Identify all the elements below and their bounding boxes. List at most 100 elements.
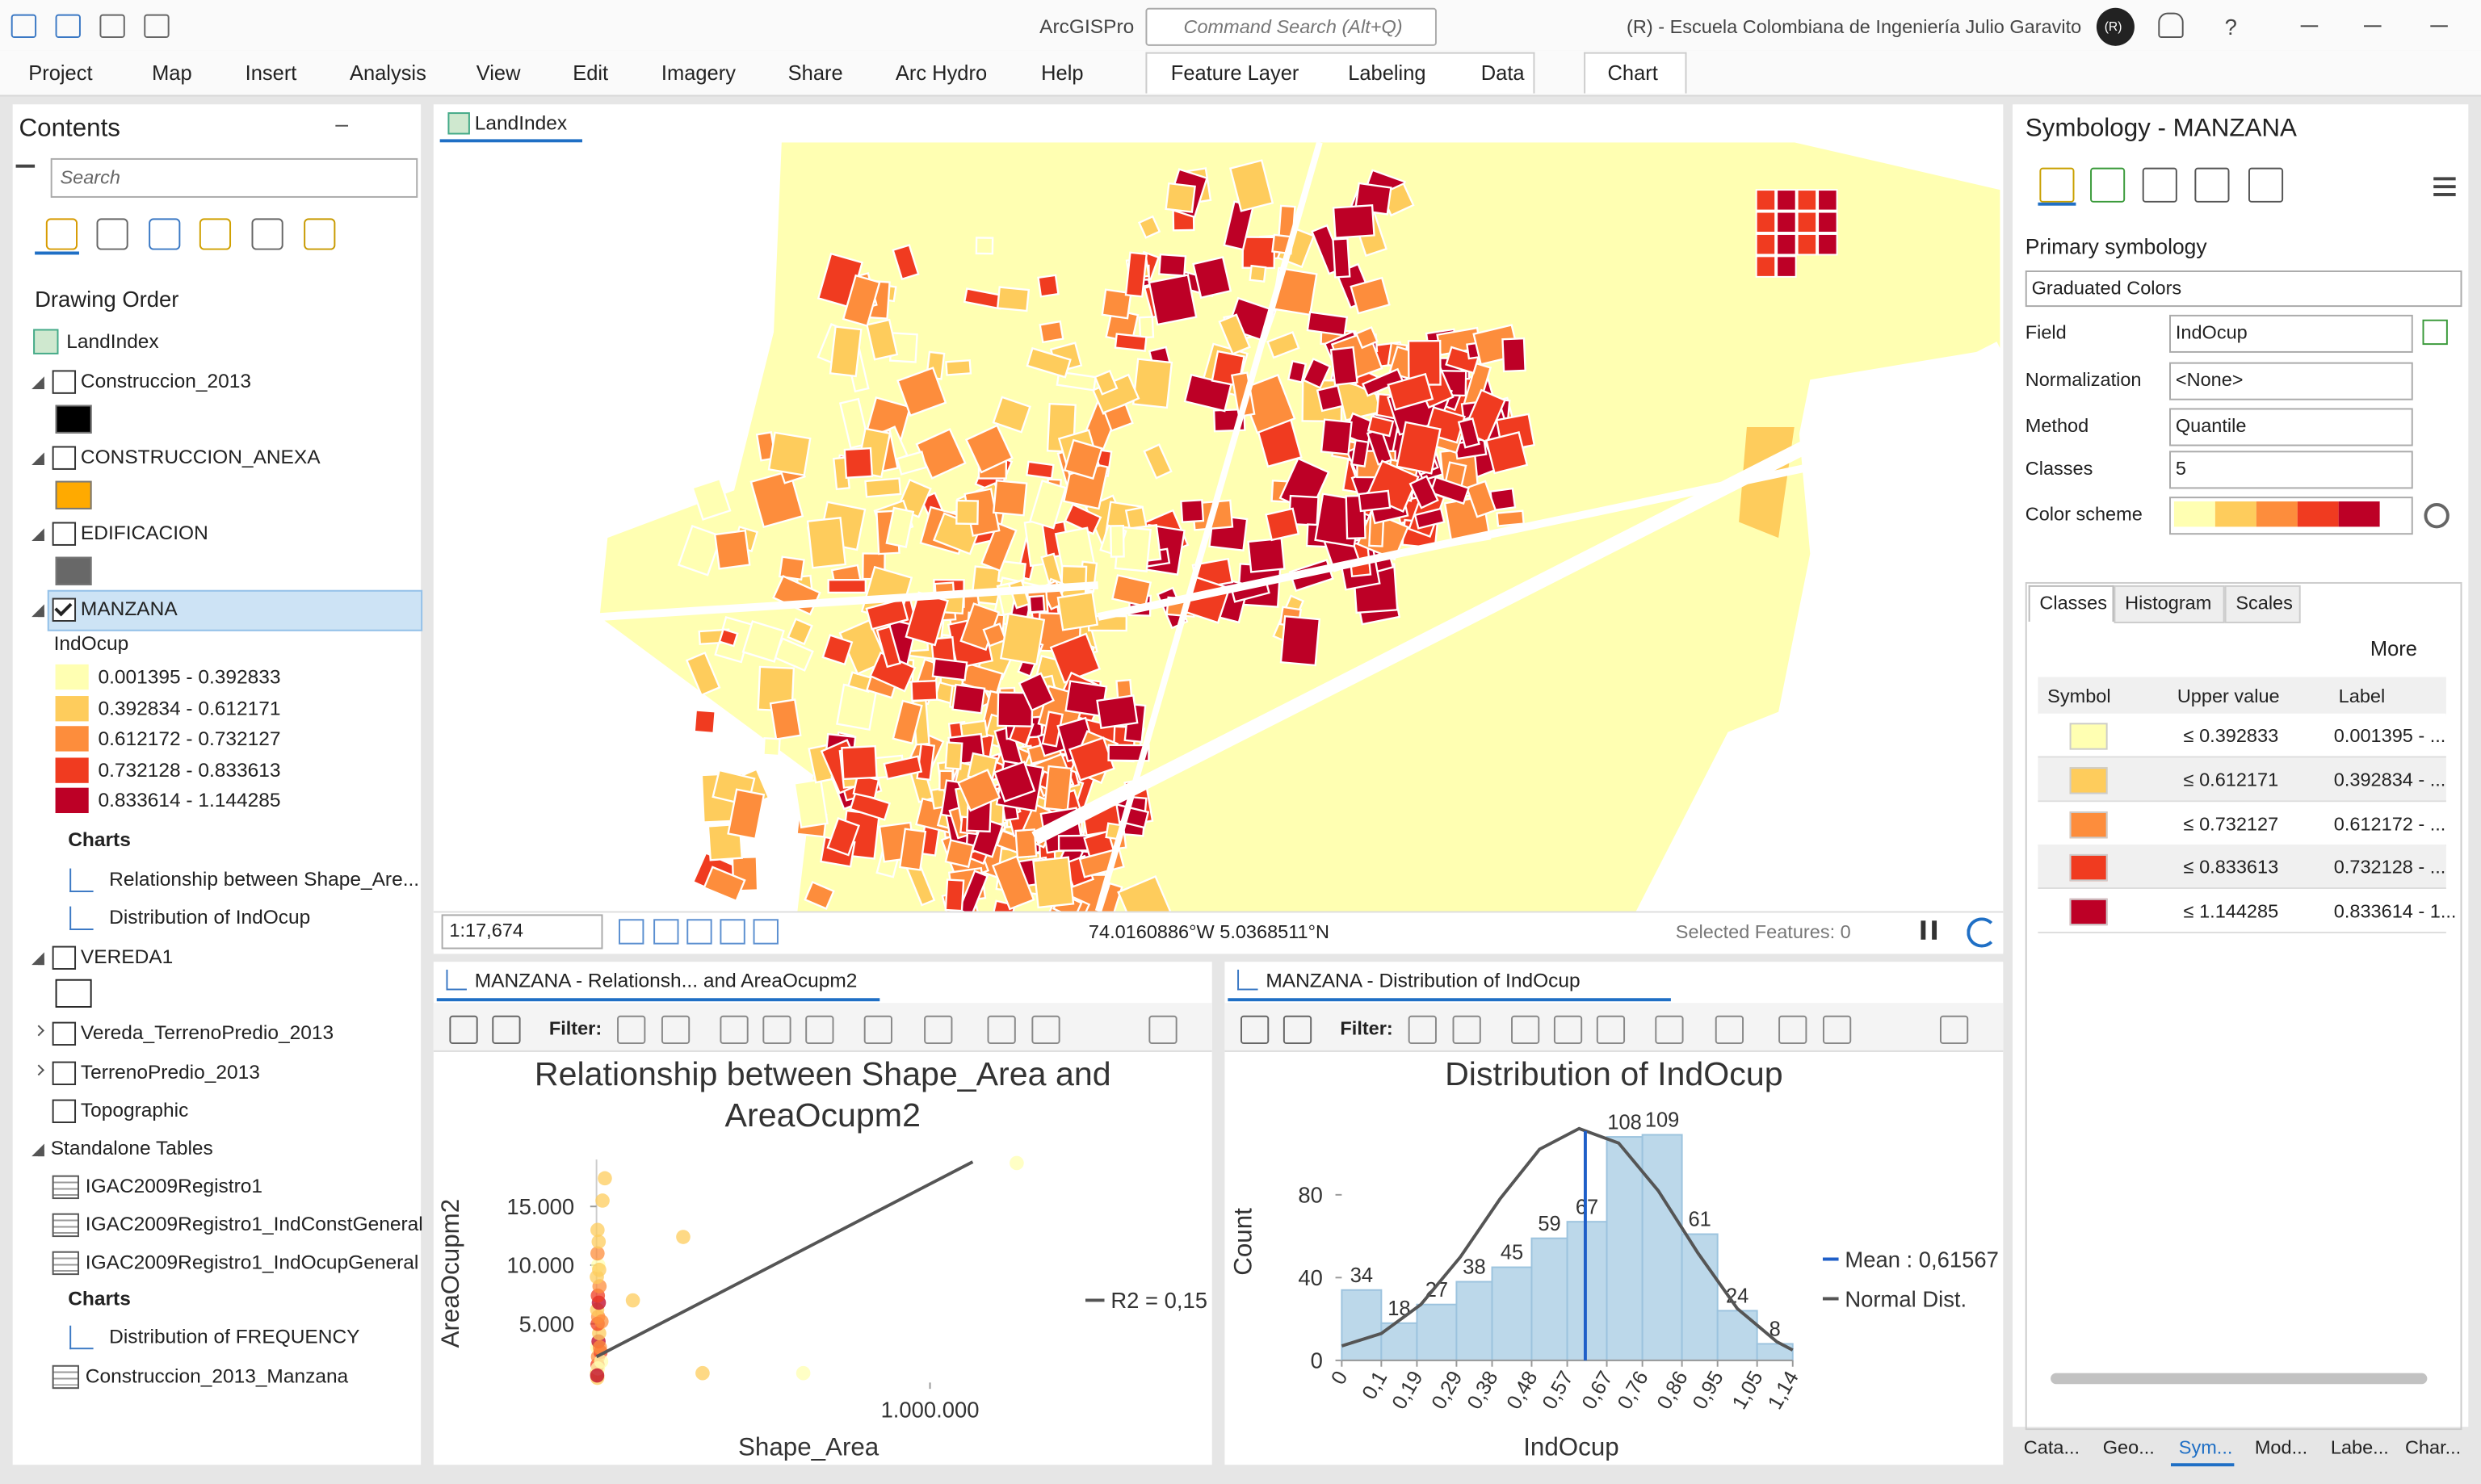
pause-bar[interactable] bbox=[1932, 920, 1937, 940]
chart-tool[interactable] bbox=[1939, 1015, 1969, 1045]
expand-toggle[interactable] bbox=[31, 1143, 44, 1157]
ribbon-tab[interactable]: View bbox=[476, 61, 521, 85]
ribbon-tab[interactable]: Analysis bbox=[349, 61, 426, 85]
chart-tool[interactable] bbox=[617, 1015, 646, 1045]
dock-tab[interactable]: Labe... bbox=[2330, 1436, 2389, 1459]
contextual-tab[interactable]: Chart bbox=[1607, 61, 1658, 85]
contextual-tab[interactable]: Labeling bbox=[1348, 61, 1426, 85]
chart-tool[interactable] bbox=[661, 1015, 691, 1045]
chart-tool[interactable] bbox=[1511, 1015, 1540, 1045]
checkbox[interactable] bbox=[52, 1060, 77, 1085]
chart-tool[interactable] bbox=[1240, 1015, 1270, 1045]
renderer-dropdown[interactable] bbox=[2025, 270, 2462, 308]
ribbon-tab[interactable]: Insert bbox=[245, 61, 297, 85]
chart-tool[interactable] bbox=[1655, 1015, 1684, 1045]
notifications-icon[interactable] bbox=[2158, 12, 2184, 39]
hamburger-line[interactable] bbox=[2433, 193, 2456, 196]
checkbox[interactable] bbox=[52, 1021, 77, 1046]
chart-tool[interactable] bbox=[1553, 1015, 1583, 1045]
chart-tool[interactable] bbox=[1778, 1015, 1807, 1045]
dock-tab[interactable]: Geo... bbox=[2102, 1436, 2155, 1459]
quick-access-icon[interactable] bbox=[55, 14, 81, 39]
ribbon-tab[interactable]: Imagery bbox=[661, 61, 736, 85]
contextual-tab[interactable]: Data bbox=[1480, 61, 1525, 85]
map-tool[interactable] bbox=[753, 919, 779, 945]
chart-tool[interactable] bbox=[805, 1015, 834, 1045]
chart-tool[interactable] bbox=[863, 1015, 892, 1045]
chart-tab[interactable] bbox=[1228, 963, 1671, 1002]
ribbon-tab[interactable]: Edit bbox=[573, 61, 609, 85]
chart-tool[interactable] bbox=[1452, 1015, 1481, 1045]
pane-menu[interactable] bbox=[335, 124, 349, 135]
dock-tab[interactable]: Char... bbox=[2404, 1436, 2462, 1459]
field-dropdown[interactable] bbox=[2169, 314, 2413, 353]
contents-tool[interactable] bbox=[251, 218, 283, 250]
symbology-tool[interactable] bbox=[2194, 167, 2230, 203]
symbology-tab-label[interactable]: Classes bbox=[2039, 591, 2108, 614]
symbology-tool[interactable] bbox=[2142, 167, 2177, 203]
layer-name[interactable]: VEREDA1 bbox=[80, 945, 174, 969]
field-dropdown[interactable] bbox=[2169, 451, 2413, 489]
scale-box[interactable] bbox=[441, 914, 603, 950]
symbology-tab[interactable] bbox=[2114, 585, 2225, 623]
chart-tool[interactable] bbox=[1282, 1015, 1312, 1045]
symbology-tool[interactable] bbox=[2039, 167, 2075, 203]
layer-name[interactable]: CONSTRUCCION_ANEXA bbox=[80, 446, 321, 468]
dock-tab[interactable]: Mod... bbox=[2254, 1436, 2308, 1459]
symbology-tab[interactable] bbox=[2224, 585, 2301, 623]
refresh-icon[interactable] bbox=[1967, 917, 1997, 948]
dock-tab[interactable]: Sym... bbox=[2178, 1436, 2233, 1459]
chart-tool[interactable] bbox=[1596, 1015, 1626, 1045]
help-button[interactable]: ? bbox=[2224, 14, 2237, 40]
command-search[interactable] bbox=[1145, 7, 1437, 46]
window-control[interactable] bbox=[2300, 25, 2319, 28]
map-name[interactable]: LandIndex bbox=[66, 330, 159, 353]
quick-access-icon[interactable] bbox=[10, 14, 37, 39]
layer-name[interactable]: MANZANA bbox=[80, 597, 178, 620]
window-control[interactable] bbox=[2364, 25, 2382, 28]
window-control[interactable] bbox=[2430, 25, 2448, 28]
layer-name[interactable]: Vereda_TerrenoPredio_2013 bbox=[80, 1021, 334, 1045]
more-menu[interactable]: More bbox=[2370, 636, 2417, 660]
chart-tool[interactable] bbox=[1715, 1015, 1744, 1045]
ribbon-tab[interactable]: Share bbox=[787, 61, 843, 85]
table-name[interactable]: IGAC2009Registro1_IndOcupGeneral bbox=[85, 1251, 419, 1274]
layer-name[interactable]: EDIFICACION bbox=[80, 522, 208, 544]
contents-tool[interactable] bbox=[149, 218, 181, 250]
quick-access-icon[interactable] bbox=[99, 14, 125, 39]
symbology-tool[interactable] bbox=[2090, 167, 2126, 203]
ribbon-tab[interactable]: Arc Hydro bbox=[895, 61, 988, 85]
field-dropdown[interactable] bbox=[2169, 362, 2413, 400]
symbology-tab-label[interactable]: Histogram bbox=[2125, 591, 2212, 614]
hamburger-line[interactable] bbox=[2433, 185, 2456, 189]
chart-tool[interactable] bbox=[492, 1015, 521, 1045]
chart-tool[interactable] bbox=[924, 1015, 953, 1045]
expand-toggle[interactable] bbox=[31, 604, 44, 618]
chart-tool[interactable] bbox=[987, 1015, 1016, 1045]
settings-gear[interactable] bbox=[2424, 503, 2450, 529]
checkbox[interactable] bbox=[52, 945, 77, 970]
layer-name[interactable]: Construccion_2013 bbox=[80, 370, 251, 392]
pause-bar[interactable] bbox=[1921, 920, 1926, 940]
ribbon-tab[interactable]: Project bbox=[28, 61, 93, 85]
chart-tool[interactable] bbox=[1822, 1015, 1852, 1045]
layer-name[interactable]: Topographic bbox=[80, 1099, 189, 1122]
map-tool[interactable] bbox=[720, 919, 745, 945]
symbology-tab[interactable] bbox=[2028, 585, 2114, 622]
chart-item[interactable]: Distribution of IndOcup bbox=[109, 906, 311, 929]
checkbox[interactable] bbox=[52, 1099, 77, 1124]
contents-tool[interactable] bbox=[199, 218, 232, 250]
checkbox[interactable] bbox=[52, 446, 77, 470]
quick-access-icon[interactable] bbox=[144, 14, 170, 39]
checkbox[interactable] bbox=[52, 522, 77, 546]
chart-tool[interactable] bbox=[1031, 1015, 1060, 1045]
layer-name[interactable]: TerrenoPredio_2013 bbox=[80, 1060, 260, 1084]
chart-tool[interactable] bbox=[449, 1015, 478, 1045]
hamburger-line[interactable] bbox=[2433, 177, 2456, 181]
dock-tab[interactable]: Cata... bbox=[2023, 1436, 2080, 1459]
contents-tool[interactable] bbox=[45, 218, 78, 250]
chart-tool[interactable] bbox=[720, 1015, 749, 1045]
map-tool[interactable] bbox=[653, 919, 679, 945]
ribbon-tab[interactable]: Help bbox=[1041, 61, 1084, 85]
map-tool[interactable] bbox=[686, 919, 712, 945]
